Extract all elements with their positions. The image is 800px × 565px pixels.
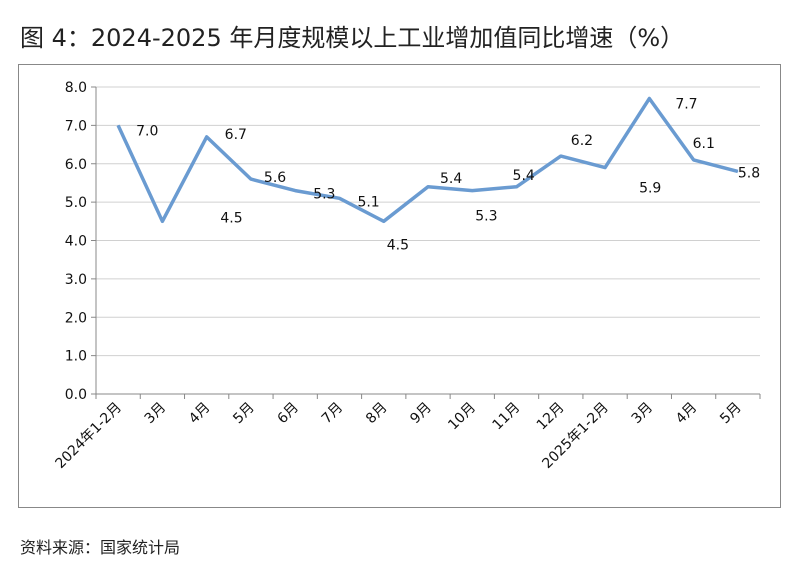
data-point bbox=[604, 167, 606, 169]
data-label: 6.7 bbox=[225, 127, 247, 143]
x-tick-label: 6月 bbox=[275, 400, 303, 428]
data-point bbox=[560, 155, 562, 157]
data-label: 5.3 bbox=[475, 209, 497, 225]
data-point bbox=[338, 197, 340, 199]
data-label: 5.8 bbox=[738, 165, 760, 181]
source-note: 资料来源：国家统计局 bbox=[20, 538, 181, 557]
y-tick-label: 6.0 bbox=[65, 157, 87, 173]
data-label: 5.4 bbox=[513, 168, 535, 184]
y-tick-label: 1.0 bbox=[65, 349, 87, 365]
data-point bbox=[516, 186, 518, 188]
series-line bbox=[116, 96, 739, 224]
x-tick-label: 11月 bbox=[490, 400, 524, 434]
x-tick-label: 3月 bbox=[142, 400, 170, 428]
x-tick-label: 5月 bbox=[230, 400, 258, 428]
x-tick-label: 9月 bbox=[407, 400, 435, 428]
data-label: 4.5 bbox=[387, 237, 409, 253]
data-point bbox=[427, 186, 429, 188]
data-point bbox=[471, 190, 473, 192]
x-tick-label: 5月 bbox=[717, 400, 745, 428]
y-tick-label: 0.0 bbox=[65, 387, 87, 403]
y-tick-label: 4.0 bbox=[65, 234, 87, 250]
x-tick-label: 4月 bbox=[186, 400, 214, 428]
data-point bbox=[737, 170, 739, 172]
data-point bbox=[383, 220, 385, 222]
data-point bbox=[117, 124, 119, 126]
data-point bbox=[294, 190, 296, 192]
data-label: 7.7 bbox=[675, 97, 697, 113]
data-label: 7.0 bbox=[136, 123, 158, 139]
y-tick-label: 3.0 bbox=[65, 272, 87, 288]
data-label: 5.1 bbox=[357, 194, 379, 210]
y-tick-label: 7.0 bbox=[65, 118, 87, 134]
data-label: 5.6 bbox=[264, 170, 286, 186]
y-tick-label: 2.0 bbox=[65, 310, 87, 326]
x-tick-label: 4月 bbox=[673, 400, 701, 428]
x-tick-label: 8月 bbox=[363, 400, 391, 428]
x-tick-label: 12月 bbox=[534, 400, 568, 434]
x-tick-label: 7月 bbox=[319, 400, 347, 428]
data-point bbox=[648, 98, 650, 100]
x-tick-label: 2024年1-2月 bbox=[52, 400, 124, 472]
data-label: 5.4 bbox=[440, 171, 462, 187]
y-tick-label: 5.0 bbox=[65, 195, 87, 211]
x-tick-label: 3月 bbox=[629, 400, 657, 428]
data-label: 6.1 bbox=[693, 136, 715, 152]
chart-title: 图 4：2024-2025 年月度规模以上工业增加值同比增速（%） bbox=[20, 24, 685, 52]
data-point bbox=[161, 220, 163, 222]
data-label: 4.5 bbox=[220, 210, 242, 226]
y-tick-label: 8.0 bbox=[65, 80, 87, 96]
data-label: 5.3 bbox=[313, 187, 335, 203]
data-point bbox=[250, 178, 252, 180]
chart-frame bbox=[18, 64, 781, 508]
x-tick-label: 10月 bbox=[445, 400, 479, 434]
data-point bbox=[206, 136, 208, 138]
data-point bbox=[693, 159, 695, 161]
data-label: 5.9 bbox=[639, 181, 661, 197]
data-label: 6.2 bbox=[571, 133, 593, 149]
